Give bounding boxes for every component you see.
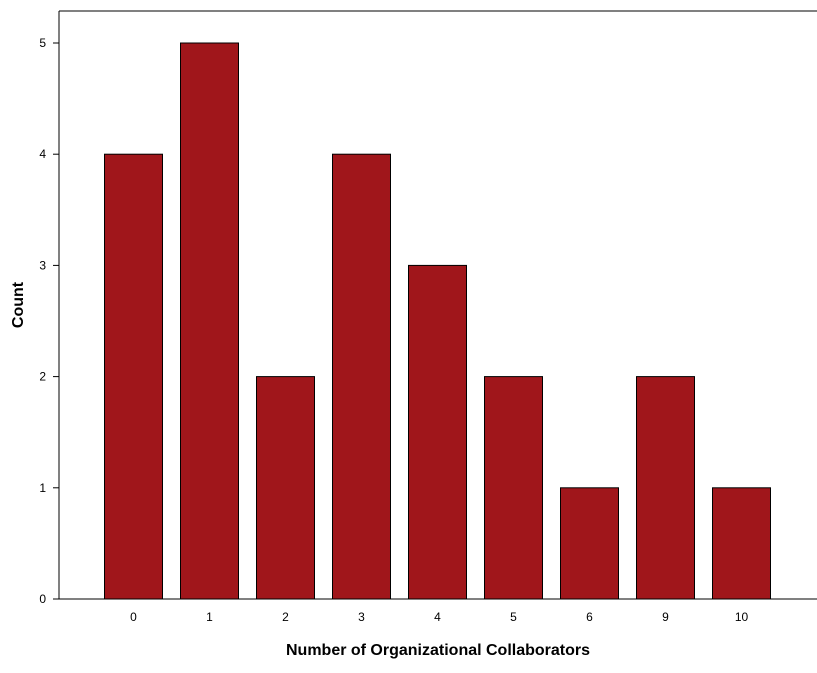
x-axis-title: Number of Organizational Collaborators <box>286 642 590 659</box>
y-tick-label-3: 3 <box>39 258 46 272</box>
bar-3 <box>332 153 391 600</box>
y-tick-label-5: 5 <box>39 36 46 50</box>
bar-4 <box>408 264 467 600</box>
y-tick-label-2: 2 <box>39 370 46 384</box>
x-tick-label-3: 3 <box>358 610 365 624</box>
x-tick-labels: 0 1 2 3 4 5 6 9 10 <box>130 610 748 624</box>
y-tick-label-0: 0 <box>39 592 46 606</box>
x-tick-label-5: 5 <box>510 610 517 624</box>
x-tick-label-0: 0 <box>130 610 137 624</box>
bar-1 <box>180 42 239 600</box>
y-tick-label-1: 1 <box>39 481 46 495</box>
bar-2 <box>256 376 315 600</box>
x-tick-label-4: 4 <box>434 610 441 624</box>
bar-0 <box>104 153 163 600</box>
bar-9 <box>636 376 695 600</box>
bar-10 <box>712 487 771 600</box>
x-tick-label-2: 2 <box>282 610 289 624</box>
y-axis-title: Count <box>10 281 27 328</box>
y-tick-label-4: 4 <box>39 147 46 161</box>
bars-group <box>104 42 771 600</box>
x-tick-label-10: 10 <box>735 610 749 624</box>
y-axis: 0 1 2 3 4 5 <box>39 36 59 606</box>
bar-5 <box>484 376 543 600</box>
bar-6 <box>560 487 619 600</box>
x-tick-label-9: 9 <box>662 610 669 624</box>
x-tick-label-6: 6 <box>586 610 593 624</box>
x-tick-label-1: 1 <box>206 610 213 624</box>
